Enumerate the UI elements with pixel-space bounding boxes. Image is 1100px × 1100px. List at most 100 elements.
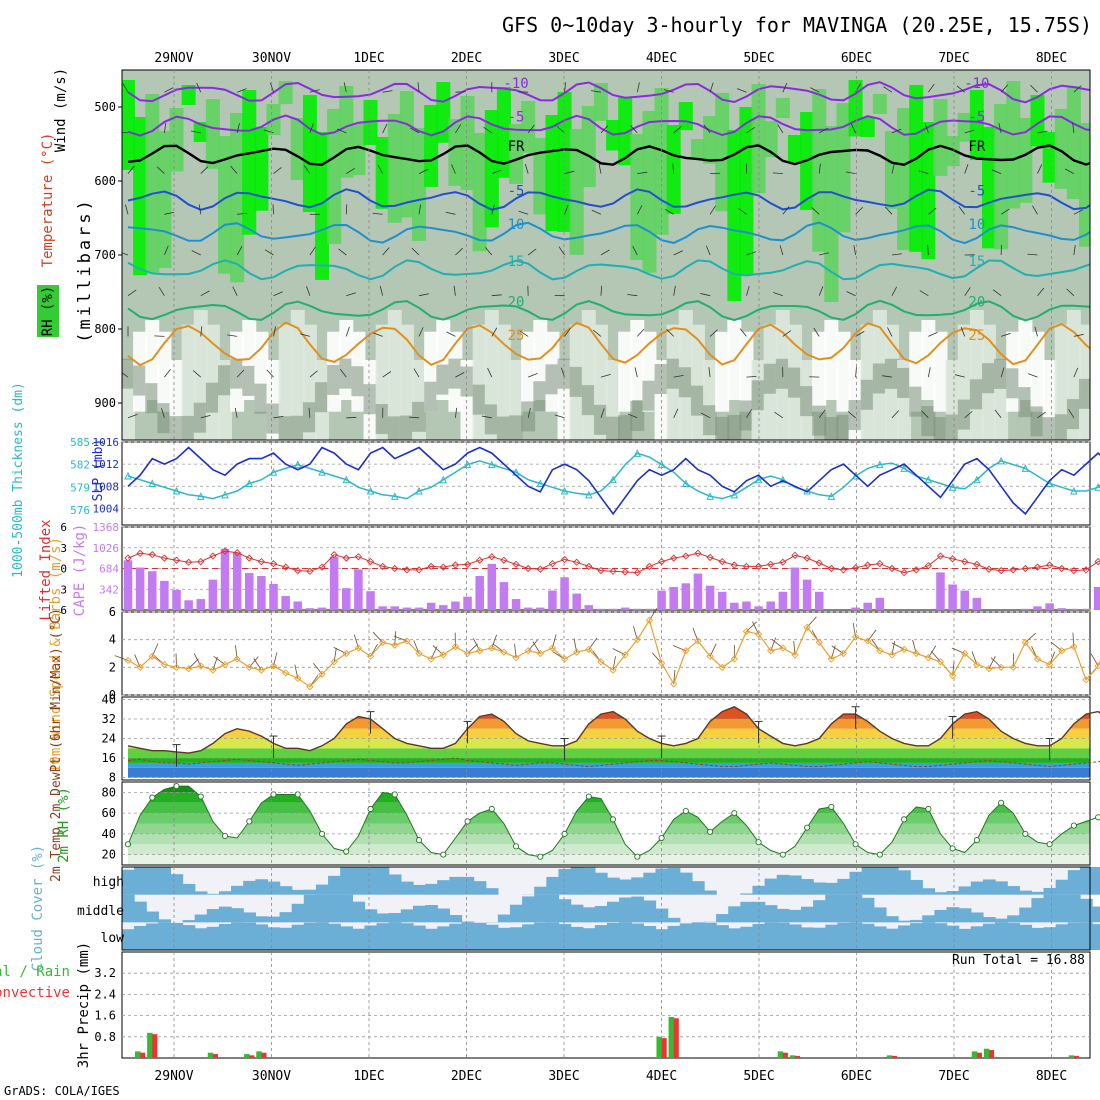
cloud-cell [1043,894,1057,923]
wind10m-marker [924,654,932,662]
wind-barb [928,207,937,215]
li-marker [269,560,278,568]
li-marker [573,558,581,566]
rh-green-blob [399,91,414,218]
thickness-ylabel: 1000-500mb Thickness (dm) [11,382,26,578]
wind10m-marker [500,648,508,656]
rh-dark-blob [957,399,972,430]
cloud-cell [146,923,159,950]
cloud-cell [170,922,184,950]
wind-barb [882,375,893,378]
wind-barb [600,408,605,418]
rh2m-marker [828,803,835,810]
li-marker [609,567,617,575]
wind-barb [883,86,893,93]
wind-barb [637,171,648,174]
li-marker [391,564,399,573]
upper-air-ytick: 900 [94,396,116,410]
wind-barb [527,407,531,418]
rh-dark-blob [739,400,754,431]
rh2m-ytick: 20 [102,848,116,862]
cape-bar [778,591,788,610]
thickness-marker [536,479,545,487]
p6-frame [121,866,1091,951]
cloud-cell [1092,867,1100,895]
rh-dark-blob [933,417,948,440]
cloud-cell [667,868,681,895]
li-marker [548,560,557,568]
rh2m-ylabel: 2m RH (%) [56,787,72,863]
rh-dark-blob [375,403,390,434]
rh-green-blob [933,99,948,176]
cape-bar [293,601,303,610]
wind-barb [339,368,347,378]
cloud-cell [218,891,232,895]
cape-bar [875,597,885,610]
wind-barb [411,247,420,256]
slp-thickness-panel: 576 579 582 585 1004 1008 1012 1016 1000-500mb … [11,382,1100,578]
cloud-cell [1092,906,1100,923]
dewpt2m-line [127,757,1100,768]
wind-barb [264,249,274,256]
temp2m-plot: 8 16 24 32 40 [102,692,1100,785]
precip-total-bar [971,1051,978,1058]
cloud-cell [509,927,523,950]
wind-barb [1037,164,1043,174]
cloud-cell [667,925,681,950]
wind-barb [336,128,347,134]
upper-air-ytick: 500 [94,100,116,114]
wind-barb [127,414,138,419]
precip-ytick: 3.2 [94,966,116,980]
rh-green-blob [533,138,548,215]
rh-green-blob [690,139,705,159]
rh-light-blob [1054,324,1069,440]
thickness-marker [682,479,690,487]
wind-barb [921,410,929,419]
upper-air-ytick: 700 [94,248,116,262]
rh-green-blob [133,117,148,276]
rh2m-marker [731,810,738,817]
cape-bar [402,607,412,610]
isotherm-label: 15 [508,254,525,270]
rh-green-blob [824,126,839,303]
cape-bar [717,591,727,610]
precip-conv-bar [261,1052,267,1058]
wind-barb [232,286,238,296]
rh-green-blob [1091,100,1100,205]
rh-dark-blob [630,400,645,431]
rh-dark-blob [921,406,936,437]
li-marker [730,561,738,569]
cloud-cell [473,881,487,895]
bottom-date-label: 7DEC [938,1069,969,1084]
cloud-cell [740,901,754,923]
wind-barb [377,164,384,174]
wind-barb [630,125,638,134]
li-marker [742,562,751,571]
li-marker [245,554,253,562]
wind-barb [891,163,895,174]
cape-bar [366,591,375,610]
wind-barb [891,128,902,134]
cloud-cell [837,922,851,950]
rh-dark-blob [812,405,827,436]
cloud-cell [776,874,790,895]
cloud-cell [461,921,475,923]
wind10m-marker [609,666,617,674]
rh2m-marker [488,805,495,813]
rh-green-blob [618,97,633,166]
wind10m-marker [706,652,714,660]
wind-barb [592,329,602,337]
cloud-cell [412,925,426,950]
slp-ytick: 1004 [93,502,120,515]
wind-barb [200,326,203,337]
rh-green-blob [884,131,899,209]
rh2m-band [128,813,1090,824]
wind-barb [564,170,575,174]
wind-barb [455,91,466,93]
rh2m-marker [149,794,156,801]
cape-ytick: 342 [99,583,119,596]
wind10m-marker [524,647,532,655]
wind10m-marker [427,655,435,663]
rh-dark-blob [181,415,196,440]
wind-barb [1037,287,1045,296]
